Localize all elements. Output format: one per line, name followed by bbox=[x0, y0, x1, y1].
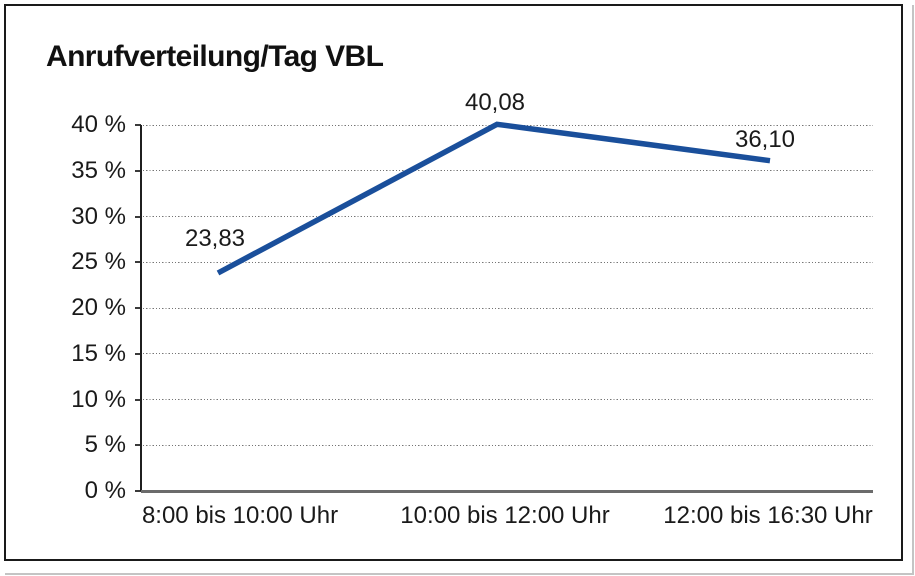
y-tick-label: 30 % bbox=[71, 202, 126, 230]
chart-frame: Anrufverteilung/Tag VBL bbox=[4, 4, 903, 561]
chart-title: Anrufverteilung/Tag VBL bbox=[46, 40, 384, 73]
y-tick-label: 40 % bbox=[71, 111, 126, 138]
y-axis-line bbox=[140, 125, 142, 491]
page-edge-shadow-bottom bbox=[5, 573, 914, 575]
y-tick-label: 0 % bbox=[84, 477, 126, 504]
y-tick-label: 20 % bbox=[71, 294, 126, 321]
y-tick bbox=[135, 352, 141, 355]
x-category-label: 12:00 bis 16:30 Uhr bbox=[663, 502, 873, 529]
y-gridline bbox=[143, 261, 873, 263]
y-tick bbox=[135, 490, 141, 492]
y-tick bbox=[135, 307, 141, 309]
y-tick bbox=[135, 124, 141, 126]
data-point-label: 36,10 bbox=[734, 125, 796, 153]
series-polyline bbox=[216, 121, 771, 276]
y-tick bbox=[135, 215, 141, 218]
x-category-label: 8:00 bis 10:00 Uhr bbox=[141, 502, 339, 529]
data-point-label: 23,83 bbox=[184, 224, 246, 252]
y-tick-label: 10 % bbox=[71, 385, 126, 413]
y-gridline bbox=[143, 170, 873, 172]
y-gridline bbox=[143, 399, 873, 400]
y-tick-label: 35 % bbox=[71, 156, 126, 184]
y-gridline bbox=[143, 444, 873, 446]
y-gridline bbox=[143, 353, 873, 355]
y-tick-label: 25 % bbox=[71, 248, 126, 276]
y-tick bbox=[135, 169, 141, 172]
x-category-label: 10:00 bis 12:00 Uhr bbox=[400, 502, 610, 529]
y-gridline bbox=[143, 216, 873, 217]
y-tick bbox=[135, 398, 141, 401]
y-tick bbox=[135, 261, 141, 264]
y-tick-label: 5 % bbox=[84, 431, 126, 459]
y-tick-label: 15 % bbox=[71, 339, 126, 367]
y-tick bbox=[135, 444, 141, 447]
page-edge-shadow-right bbox=[912, 5, 914, 575]
x-axis-line bbox=[141, 489, 873, 493]
y-gridline bbox=[143, 307, 873, 309]
data-point-label: 40,08 bbox=[464, 89, 526, 117]
